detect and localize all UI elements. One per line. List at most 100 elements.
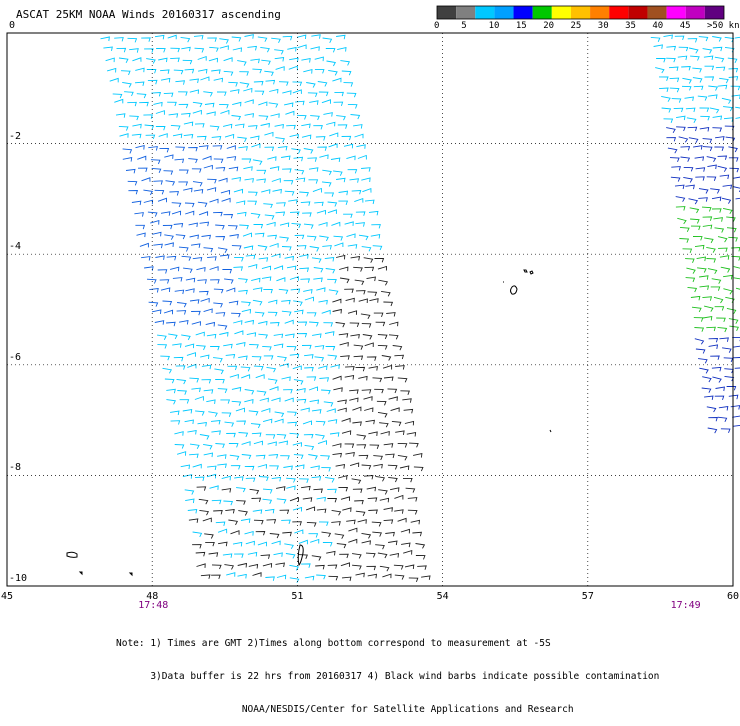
wind-barb (328, 420, 337, 424)
wind-barb (350, 179, 359, 183)
wind-barb (246, 541, 255, 545)
wind-barb (309, 534, 318, 538)
wind-barb (267, 223, 276, 227)
wind-barb (272, 541, 281, 545)
wind-barb (230, 455, 239, 460)
wind-barb (344, 144, 353, 148)
wind-barb (370, 445, 379, 449)
wind-barb (281, 520, 290, 524)
wind-barb (166, 389, 175, 393)
wind-barb (413, 454, 422, 458)
wind-barb (305, 445, 314, 450)
wind-barb (731, 86, 740, 90)
wind-barb (404, 409, 413, 413)
wind-barb (238, 147, 247, 151)
wind-barb (166, 400, 175, 405)
wind-barb (707, 157, 716, 162)
wind-barb (232, 401, 241, 405)
wind-barb (230, 90, 239, 94)
wind-barb (301, 124, 310, 128)
wind-barb (364, 397, 373, 401)
wind-barb (325, 258, 334, 262)
wind-barb (686, 108, 695, 112)
wind-barb (723, 185, 732, 189)
wind-barb (128, 38, 137, 42)
wind-barb (183, 60, 192, 64)
wind-barb (120, 134, 129, 138)
wind-barb (185, 420, 194, 424)
wind-barb (279, 289, 288, 294)
wind-barb (188, 510, 197, 514)
wind-barb (256, 532, 265, 536)
wind-barb (228, 226, 237, 230)
wind-barb (286, 478, 295, 482)
wind-barb (266, 435, 275, 439)
wind-barb (292, 522, 301, 526)
wind-barb (384, 520, 393, 524)
wind-barb (414, 467, 423, 471)
wind-barb (688, 127, 697, 131)
wind-barb (299, 268, 308, 272)
wind-barb (213, 358, 222, 363)
wind-barb (268, 300, 277, 304)
wind-barb (378, 553, 387, 558)
wind-barb (385, 454, 394, 458)
wind-barb (681, 157, 690, 162)
wind-barb (244, 246, 253, 250)
wind-barb (193, 111, 202, 115)
wind-barb (195, 48, 204, 52)
wind-barb (256, 375, 265, 379)
wind-barb (302, 345, 311, 349)
wind-barb (225, 422, 234, 427)
wind-barb (193, 464, 202, 468)
wind-barb (334, 102, 343, 106)
wind-barb (417, 566, 426, 570)
wind-barb (255, 233, 264, 237)
wind-barb (126, 169, 135, 173)
wind-barb (695, 177, 704, 181)
wind-barb (205, 103, 214, 107)
wind-barb (338, 487, 347, 491)
wind-barb (216, 237, 225, 241)
wind-barb (163, 301, 172, 305)
wind-barb (697, 268, 706, 273)
wind-barb (398, 443, 407, 447)
wind-barb (247, 201, 256, 205)
wind-barb (690, 208, 699, 213)
wind-barb (261, 190, 270, 194)
wind-barb (189, 454, 198, 458)
wind-barb (161, 288, 170, 292)
wind-barb (214, 369, 223, 374)
wind-barb (116, 114, 125, 118)
wind-barb (351, 257, 360, 261)
wind-barb (203, 156, 212, 160)
wind-barb (179, 321, 188, 325)
wind-barb (283, 390, 292, 394)
wind-barb (232, 388, 241, 392)
wind-barb (407, 433, 416, 437)
wind-barb (194, 190, 203, 194)
wind-barb (390, 554, 399, 558)
wind-barb (674, 108, 683, 112)
wind-barb (143, 190, 152, 195)
wind-barb (135, 225, 144, 229)
wind-barb (269, 466, 278, 470)
wind-barb (731, 406, 740, 410)
wind-barb (691, 296, 700, 300)
wind-barb (338, 476, 347, 480)
wind-barb (392, 421, 401, 426)
wind-barb (208, 412, 217, 417)
wind-barb (381, 291, 390, 296)
legend-swatch (686, 6, 705, 19)
wind-barb (408, 510, 417, 514)
wind-barb (148, 147, 157, 151)
wind-barb (378, 345, 387, 349)
wind-barb (220, 255, 229, 259)
wind-barb (700, 108, 709, 112)
wind-barb (412, 532, 421, 536)
wind-barb (198, 202, 207, 207)
wind-barb (332, 78, 341, 82)
wind-barb (357, 445, 366, 449)
wind-barb (350, 323, 359, 327)
wind-barb (114, 38, 123, 42)
